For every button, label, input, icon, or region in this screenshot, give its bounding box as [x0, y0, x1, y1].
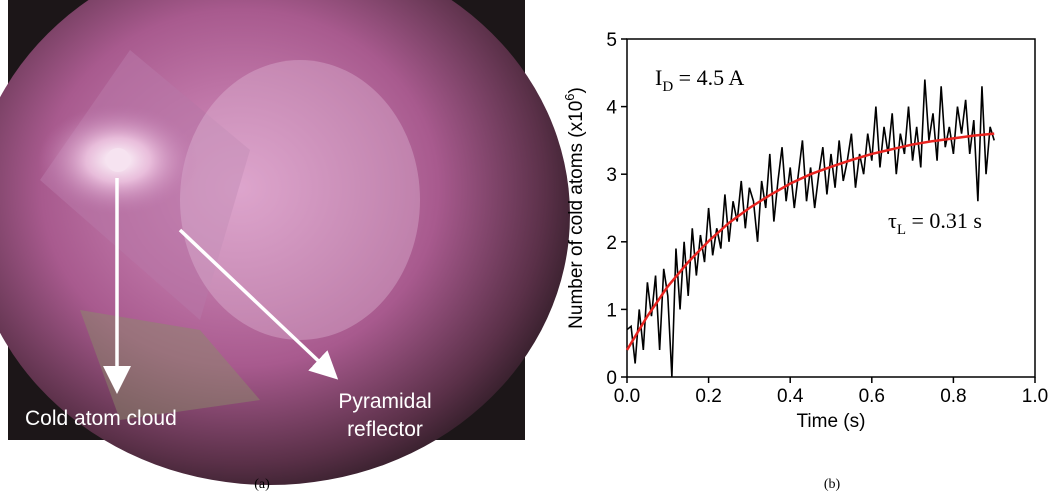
- y-tick-label: 1: [606, 300, 617, 321]
- photo-label: Pyramidal: [338, 390, 431, 413]
- annotation-part: L: [897, 222, 906, 238]
- y-axis-label-part: Number of cold atoms (x10: [566, 101, 587, 329]
- y-axis-label-part: 6: [562, 94, 577, 101]
- annotation-part: = 4.5 A: [673, 65, 744, 90]
- annotation-part: = 0.31 s: [906, 208, 982, 233]
- y-axis-label: Number of cold atoms (x106): [562, 87, 587, 329]
- y-tick-label: 4: [606, 98, 617, 119]
- photo: Cold atom cloud Pyramidal reflector: [0, 0, 570, 485]
- x-tick-label: 0.8: [940, 386, 966, 407]
- caption: (a): [254, 477, 270, 492]
- y-tick-label: 2: [606, 233, 617, 254]
- x-axis-label: Time (s): [797, 411, 866, 432]
- x-tick-label: 0.0: [614, 386, 640, 407]
- annotation-part: τ: [888, 208, 897, 233]
- annotation-part: I: [655, 65, 662, 90]
- x-tick-label: 0.6: [859, 386, 885, 407]
- annotation: ID = 4.5 A: [655, 65, 744, 95]
- x-tick-label: 0.2: [695, 386, 721, 407]
- figure: Cold atom cloud Pyramidal reflector (a) …: [0, 0, 1063, 498]
- chart: 0.0 0.2 0.4 0.6 0.8 1.0 0 1 2 3 4 5 Time (s) Number o…: [562, 30, 1048, 432]
- y-axis-label-part: ): [566, 87, 587, 93]
- annotation-part: D: [662, 79, 673, 95]
- photo-label: Cold atom cloud: [25, 407, 177, 430]
- x-tick-label: 0.4: [777, 386, 804, 407]
- y-tick-label: 0: [606, 368, 617, 389]
- caption: (b): [824, 477, 841, 492]
- y-tick-label: 3: [606, 165, 617, 186]
- series-line: [627, 134, 994, 350]
- y-tick-label: 5: [606, 30, 617, 51]
- photo-label: reflector: [347, 418, 423, 441]
- x-tick-label: 1.0: [1022, 386, 1048, 407]
- annotation: τL = 0.31 s: [888, 208, 982, 238]
